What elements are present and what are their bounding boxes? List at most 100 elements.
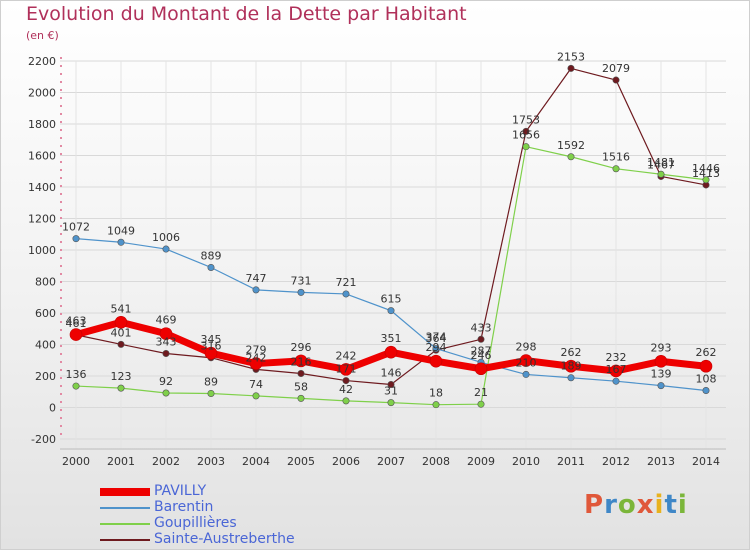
data-point-pavilly bbox=[249, 357, 263, 370]
data-point-sainte-austreberthe bbox=[567, 64, 575, 72]
data-label-goupilli-res: 74 bbox=[249, 378, 263, 391]
data-label-goupilli-res: 31 bbox=[384, 385, 398, 398]
y-tick-label: 1800 bbox=[28, 118, 56, 131]
chart-axes: -200 0 200 400 600 800 1000 1200 1400 1600 1800 200… bbox=[28, 55, 726, 468]
legend-label: Sainte-Austreberthe bbox=[154, 531, 295, 547]
data-point-pavilly bbox=[339, 363, 353, 376]
x-tick-label: 2006 bbox=[332, 455, 360, 468]
data-label-pavilly: 293 bbox=[651, 341, 672, 354]
data-label-pavilly: 246 bbox=[471, 349, 492, 362]
data-label-sainte-austreberthe: 242 bbox=[246, 351, 267, 364]
data-label-barentin: 1049 bbox=[107, 224, 135, 237]
data-point-sainte-austreberthe bbox=[387, 381, 395, 389]
data-point-goupilli-res bbox=[432, 401, 440, 409]
data-point-goupilli-res bbox=[522, 143, 530, 151]
data-label-goupilli-res: 89 bbox=[204, 375, 218, 388]
y-tick-label: 400 bbox=[35, 339, 56, 352]
data-point-pavilly bbox=[654, 355, 668, 368]
data-label-pavilly: 469 bbox=[156, 314, 177, 327]
data-label-goupilli-res: 136 bbox=[66, 368, 87, 381]
data-label-pavilly: 296 bbox=[291, 341, 312, 354]
data-label-sainte-austreberthe: 1413 bbox=[692, 167, 720, 180]
data-point-pavilly bbox=[474, 362, 488, 376]
data-point-pavilly bbox=[294, 354, 308, 368]
y-tick-label: 1600 bbox=[28, 150, 56, 163]
data-point-pavilly bbox=[699, 359, 713, 373]
x-tick-label: 2010 bbox=[512, 455, 540, 468]
data-label-pavilly: 351 bbox=[381, 332, 402, 345]
data-label-sainte-austreberthe: 216 bbox=[291, 355, 312, 368]
x-tick-label: 2003 bbox=[197, 455, 225, 468]
data-label-barentin: 1006 bbox=[152, 231, 180, 244]
data-point-goupilli-res bbox=[117, 384, 125, 392]
data-point-sainte-austreberthe bbox=[612, 76, 620, 84]
y-tick-label: 1200 bbox=[28, 213, 56, 226]
data-label-sainte-austreberthe: 2153 bbox=[557, 50, 585, 63]
data-label-barentin: 374 bbox=[426, 331, 447, 344]
data-label-goupilli-res: 1592 bbox=[557, 139, 585, 152]
data-point-goupilli-res bbox=[657, 170, 665, 178]
data-label-sainte-austreberthe: 343 bbox=[156, 335, 177, 348]
legend-label: PAVILLY bbox=[154, 483, 207, 499]
data-label-barentin: 889 bbox=[201, 249, 222, 262]
x-tick-label: 2013 bbox=[647, 455, 675, 468]
data-point-goupilli-res bbox=[477, 400, 485, 408]
data-point-pavilly bbox=[159, 327, 173, 340]
legend-item: PAVILLY bbox=[100, 483, 360, 500]
x-tick-label: 2001 bbox=[107, 455, 135, 468]
data-label-barentin: 287 bbox=[471, 344, 492, 357]
x-tick-label: 2002 bbox=[152, 455, 180, 468]
legend-item: Goupillières bbox=[100, 515, 360, 532]
data-point-pavilly bbox=[519, 354, 533, 367]
data-label-barentin: 731 bbox=[291, 274, 312, 287]
y-tick-label: 200 bbox=[35, 370, 56, 383]
data-label-barentin: 210 bbox=[516, 356, 537, 369]
chart-grid bbox=[60, 60, 726, 449]
data-point-goupilli-res bbox=[567, 153, 575, 161]
x-tick-label: 2007 bbox=[377, 455, 405, 468]
legend-swatch bbox=[100, 539, 150, 541]
y-tick-label: -200 bbox=[31, 433, 56, 446]
x-tick-label: 2009 bbox=[467, 455, 495, 468]
data-point-pavilly bbox=[609, 364, 623, 378]
data-point-sainte-austreberthe bbox=[297, 369, 305, 377]
data-label-goupilli-res: 58 bbox=[294, 380, 308, 393]
data-point-goupilli-res bbox=[297, 394, 305, 402]
data-point-barentin bbox=[162, 245, 170, 253]
data-point-goupilli-res bbox=[162, 389, 170, 397]
data-point-barentin bbox=[567, 374, 575, 382]
x-tick-label: 2005 bbox=[287, 455, 315, 468]
data-point-goupilli-res bbox=[387, 399, 395, 407]
x-tick-label: 2004 bbox=[242, 455, 270, 468]
chart-title: Evolution du Montant de la Dette par Hab… bbox=[26, 3, 467, 25]
x-tick-label: 2000 bbox=[62, 455, 90, 468]
legend-item: Barentin bbox=[100, 499, 360, 516]
y-tick-label: 0 bbox=[49, 402, 56, 415]
data-label-goupilli-res: 1481 bbox=[647, 156, 675, 169]
data-point-sainte-austreberthe bbox=[162, 349, 170, 357]
data-label-pavilly: 298 bbox=[516, 341, 537, 354]
data-point-goupilli-res bbox=[702, 176, 710, 184]
data-label-barentin: 615 bbox=[381, 293, 402, 306]
y-tick-label: 2200 bbox=[28, 55, 56, 68]
proxiti-logo: Proxiti bbox=[584, 490, 688, 520]
data-label-pavilly: 294 bbox=[426, 341, 447, 354]
data-point-barentin bbox=[612, 377, 620, 385]
data-label-pavilly: 262 bbox=[696, 346, 717, 359]
data-point-goupilli-res bbox=[207, 389, 215, 397]
data-point-barentin bbox=[297, 288, 305, 296]
legend-label: Barentin bbox=[154, 499, 214, 515]
legend-swatch bbox=[100, 523, 150, 525]
data-point-pavilly bbox=[564, 359, 578, 373]
data-point-sainte-austreberthe bbox=[117, 340, 125, 348]
data-label-pavilly: 541 bbox=[111, 302, 132, 315]
data-point-goupilli-res bbox=[72, 382, 80, 390]
data-label-sainte-austreberthe: 401 bbox=[111, 326, 132, 339]
data-label-barentin: 721 bbox=[336, 276, 357, 289]
data-point-barentin bbox=[702, 386, 710, 394]
data-point-goupilli-res bbox=[612, 165, 620, 173]
data-point-barentin bbox=[522, 370, 530, 378]
data-label-goupilli-res: 42 bbox=[339, 383, 353, 396]
